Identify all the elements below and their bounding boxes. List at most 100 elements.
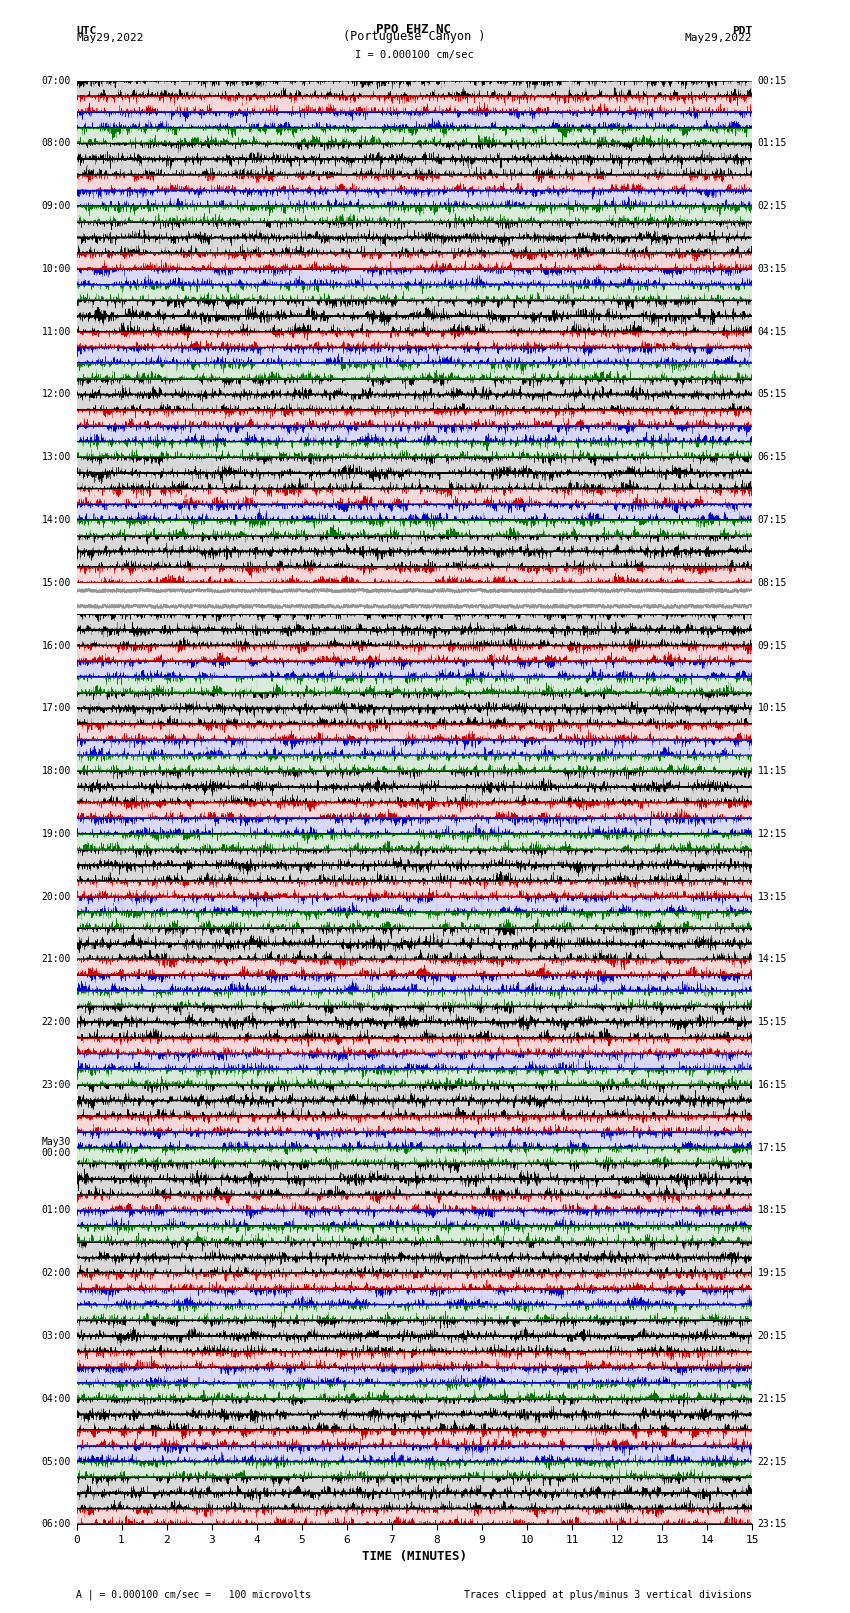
Text: May29,2022: May29,2022 [76, 32, 144, 44]
Bar [76, 489, 752, 505]
Text: 01:15: 01:15 [758, 139, 787, 148]
Bar [76, 144, 752, 160]
Bar [76, 269, 752, 284]
Bar [76, 677, 752, 692]
Text: 08:15: 08:15 [758, 577, 787, 587]
Bar [76, 1226, 752, 1242]
Bar [76, 1007, 752, 1023]
Bar [76, 568, 752, 582]
Text: 18:15: 18:15 [758, 1205, 787, 1216]
Text: 03:15: 03:15 [758, 265, 787, 274]
Bar [76, 505, 752, 519]
Bar [76, 160, 752, 174]
Bar [76, 1415, 752, 1431]
Bar [76, 97, 752, 111]
Text: 07:00: 07:00 [42, 76, 71, 85]
Text: PDT: PDT [732, 26, 752, 37]
Text: 13:15: 13:15 [758, 892, 787, 902]
Text: A | = 0.000100 cm/sec =   100 microvolts: A | = 0.000100 cm/sec = 100 microvolts [76, 1589, 311, 1600]
Bar [76, 1431, 752, 1445]
Bar [76, 206, 752, 223]
Text: 08:00: 08:00 [42, 139, 71, 148]
Bar [76, 1037, 752, 1053]
Bar [76, 1100, 752, 1116]
Text: 12:15: 12:15 [758, 829, 787, 839]
Text: 04:15: 04:15 [758, 327, 787, 337]
Bar [76, 1494, 752, 1508]
Bar [76, 645, 752, 661]
Bar [76, 771, 752, 787]
Text: 04:00: 04:00 [42, 1394, 71, 1403]
Bar [76, 1382, 752, 1398]
Bar [76, 1289, 752, 1305]
Bar [76, 1242, 752, 1258]
Text: 14:00: 14:00 [42, 515, 71, 524]
Bar [76, 1461, 752, 1478]
Bar [76, 1368, 752, 1382]
Text: 19:00: 19:00 [42, 829, 71, 839]
Text: 22:15: 22:15 [758, 1457, 787, 1466]
Bar [76, 1148, 752, 1163]
Bar [76, 1086, 752, 1100]
Bar [76, 379, 752, 395]
Bar [76, 755, 752, 771]
Bar [76, 127, 752, 144]
Bar [76, 1023, 752, 1037]
Bar [76, 708, 752, 724]
Text: 12:00: 12:00 [42, 389, 71, 400]
Bar [76, 536, 752, 552]
Bar [76, 724, 752, 740]
Bar [76, 363, 752, 379]
Bar [76, 1305, 752, 1321]
Bar [76, 410, 752, 426]
Bar [76, 1478, 752, 1494]
Text: 03:00: 03:00 [42, 1331, 71, 1340]
Bar [76, 927, 752, 944]
Bar [76, 1336, 752, 1352]
Bar [76, 629, 752, 645]
Bar [76, 1053, 752, 1069]
Bar [76, 897, 752, 913]
Text: 17:15: 17:15 [758, 1142, 787, 1153]
Bar [76, 802, 752, 818]
Text: 06:15: 06:15 [758, 452, 787, 463]
Bar [76, 284, 752, 300]
Text: 02:00: 02:00 [42, 1268, 71, 1277]
Bar [76, 1179, 752, 1195]
Bar [76, 740, 752, 755]
Bar [76, 944, 752, 960]
Text: 23:15: 23:15 [758, 1519, 787, 1529]
Bar [76, 395, 752, 410]
Bar [76, 1258, 752, 1273]
Bar [76, 552, 752, 568]
Text: 09:15: 09:15 [758, 640, 787, 650]
Text: May30
00:00: May30 00:00 [42, 1137, 71, 1158]
Bar [76, 1445, 752, 1461]
Text: 05:00: 05:00 [42, 1457, 71, 1466]
Bar [76, 253, 752, 269]
Text: 20:00: 20:00 [42, 892, 71, 902]
Bar [76, 1273, 752, 1289]
Bar [76, 834, 752, 850]
Bar [76, 81, 752, 97]
Bar [76, 237, 752, 253]
Text: 21:15: 21:15 [758, 1394, 787, 1403]
Bar [76, 960, 752, 976]
Text: 18:00: 18:00 [42, 766, 71, 776]
Text: 16:00: 16:00 [42, 640, 71, 650]
Bar [76, 332, 752, 347]
Bar [76, 881, 752, 897]
Text: May29,2022: May29,2022 [685, 32, 752, 44]
Text: 15:00: 15:00 [42, 577, 71, 587]
Bar [76, 174, 752, 190]
Bar [76, 1195, 752, 1210]
Text: 07:15: 07:15 [758, 515, 787, 524]
Bar [76, 787, 752, 802]
Text: 11:15: 11:15 [758, 766, 787, 776]
Bar [76, 582, 752, 598]
Bar [76, 442, 752, 456]
Bar [76, 223, 752, 237]
Bar [76, 1352, 752, 1368]
Text: 15:15: 15:15 [758, 1018, 787, 1027]
Text: 00:15: 00:15 [758, 76, 787, 85]
